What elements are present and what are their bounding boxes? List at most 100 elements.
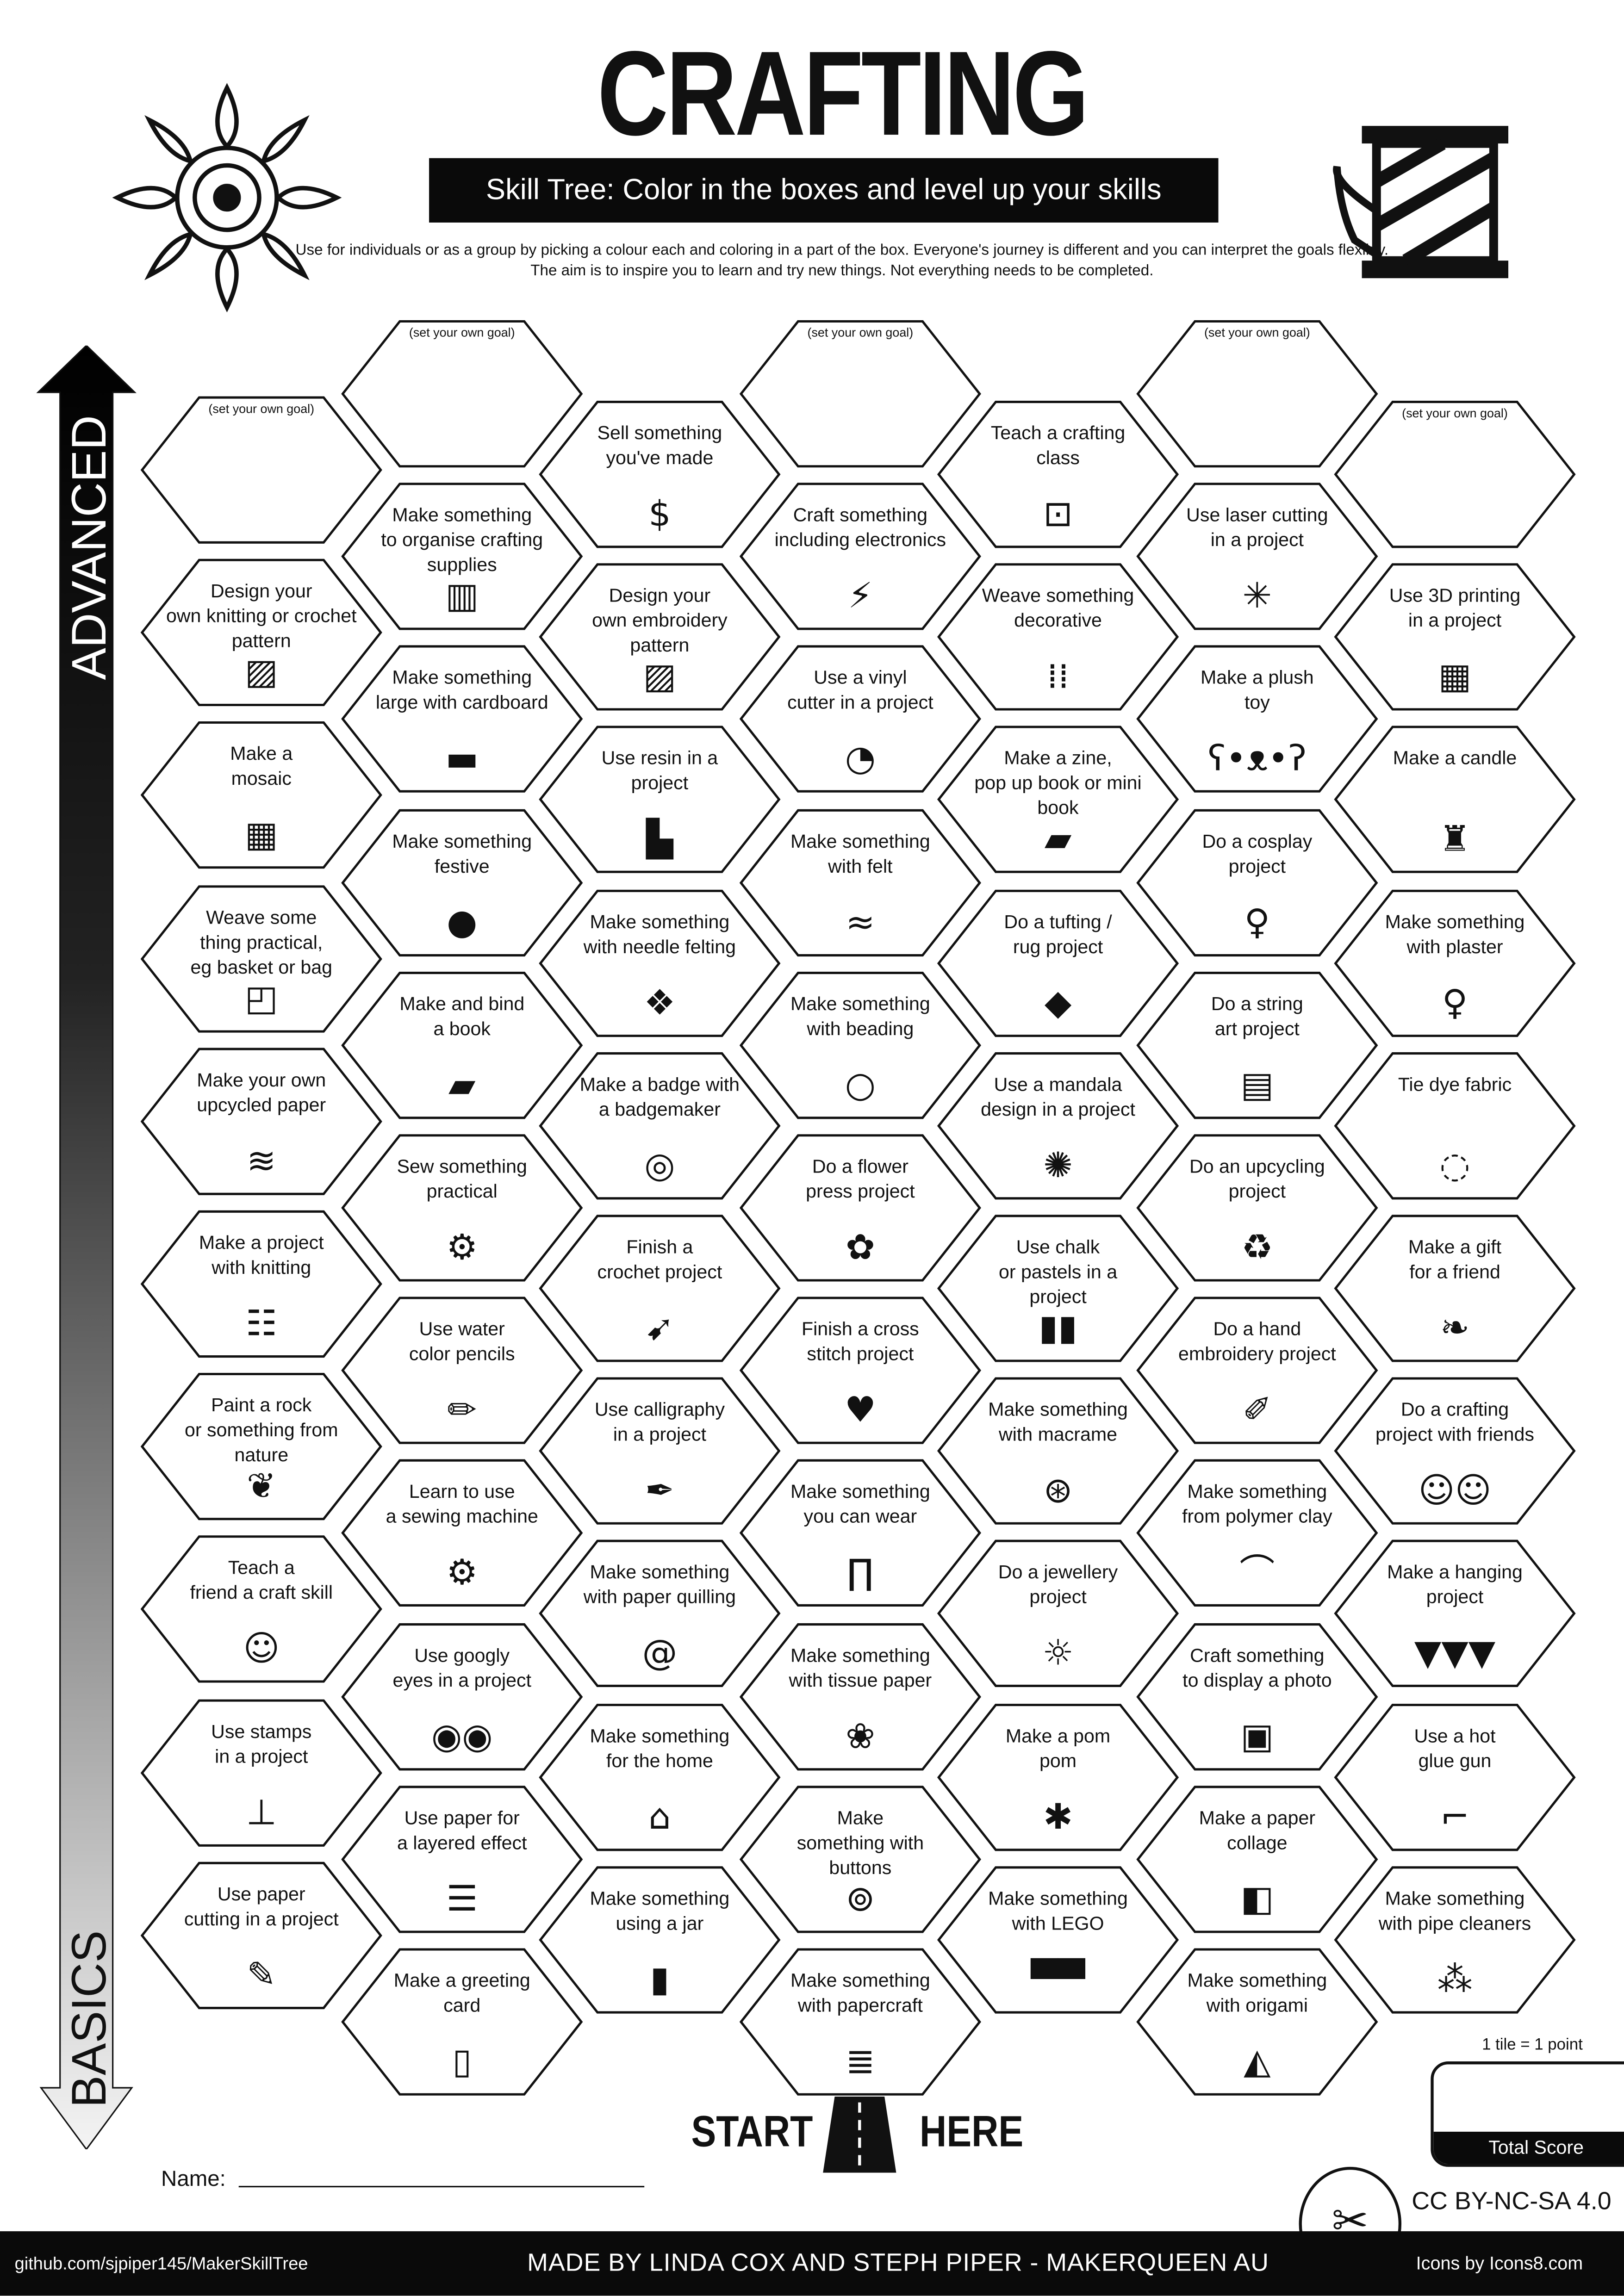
skill-tile[interactable]: Teach a crafting class ⊡ (937, 400, 1179, 549)
needle-icon: ✐ (1242, 1390, 1272, 1431)
custom-goal-tile[interactable]: (set your own goal) (1334, 400, 1576, 549)
skill-tile[interactable]: Make something with origami ◭ (1136, 1947, 1378, 2097)
skill-tile[interactable]: Make something with LEGO ▀▀ (937, 1865, 1179, 2014)
skill-tile[interactable]: Teach a friend a craft skill ☺ (140, 1535, 382, 1684)
tile-label: Make something with plaster (1385, 910, 1525, 957)
skill-tile[interactable]: Make something with pipe cleaners ⁂ (1334, 1865, 1576, 2014)
skill-tile[interactable]: Make a mosaic ▦ (140, 721, 382, 870)
skill-tile[interactable]: Use paper cutting in a project ✎ (140, 1861, 382, 2010)
picture-frame-icon: ▣ (1240, 1715, 1274, 1756)
cross-stitch-heart-icon: ♥ (844, 1390, 876, 1431)
custom-goal-tile[interactable]: (set your own goal) (739, 319, 981, 469)
skill-tile[interactable]: Make a plush toy ʕ•ᴥ•ʔ (1136, 645, 1378, 794)
skill-tile[interactable]: Make something with felt ≈ (739, 807, 981, 957)
skill-tile[interactable]: Use resin in a project ▙ (539, 725, 781, 875)
skill-tile[interactable]: Make something with beading ○ (739, 970, 981, 1120)
skill-tile[interactable]: Use chalk or pastels in a project ▮▮ (937, 1214, 1179, 1363)
tile-label: Use chalk or pastels in a project (999, 1235, 1118, 1308)
tile-label: Sell something you've made (597, 422, 722, 469)
skill-tile[interactable]: Use a hot glue gun ⌐ (1334, 1702, 1576, 1852)
tile-label: Make a pom pom (1005, 1724, 1111, 1771)
skill-tile[interactable]: Design your own embroidery pattern ▨ (539, 563, 781, 712)
skill-tile[interactable]: Make something festive ● (341, 807, 583, 957)
tile-label: Do a jewellery project (998, 1561, 1118, 1608)
skill-tile[interactable]: Do a cosplay project ♀ (1136, 807, 1378, 957)
skill-tile[interactable]: Make and bind a book ▰ (341, 970, 583, 1120)
skill-tile[interactable]: Use laser cutting in a project ✳ (1136, 482, 1378, 632)
skill-tile[interactable]: Do a jewellery project ☼ (937, 1539, 1179, 1689)
skill-tile[interactable]: Use 3D printing in a project ▦ (1334, 563, 1576, 712)
skill-tile[interactable]: Do a string art project ▤ (1136, 970, 1378, 1120)
skill-tile[interactable]: Make a candle ♜ (1334, 725, 1576, 875)
skill-tile[interactable]: Make something to organise crafting supp… (341, 482, 583, 632)
skill-tile[interactable]: Make something from polymer clay ⌒ (1136, 1459, 1378, 1608)
tile-label: Make a greeting card (393, 1969, 530, 2016)
skill-tile[interactable]: Finish a crochet project ➹ (539, 1214, 781, 1363)
skill-tile[interactable]: Make something with papercraft ≣ (739, 1947, 981, 2097)
github-link[interactable]: github.com/sjpiper145/MakerSkillTree (14, 2253, 308, 2274)
skill-tile[interactable]: Make a zine, pop up book or mini book ▰ (937, 725, 1179, 875)
skill-tile[interactable]: Make something with plaster ♀ (1334, 888, 1576, 1037)
skill-tile[interactable]: Make a greeting card ▯ (341, 1947, 583, 2097)
tile-label: Make a badge with a badgemaker (579, 1073, 740, 1120)
skill-tile[interactable]: Use a mandala design in a project ✺ (937, 1051, 1179, 1200)
skill-tile[interactable]: Make something with paper quilling @ (539, 1539, 781, 1689)
skill-tile[interactable]: Craft something including electronics ⚡ (739, 482, 981, 632)
ornament-icon: ● (447, 901, 478, 943)
skill-tile[interactable]: Paint a rock or something from nature ❦ (140, 1372, 382, 1521)
3d-printer-icon: ▦ (1438, 656, 1472, 697)
skill-tile[interactable]: Learn to use a sewing machine ⚙ (341, 1459, 583, 1608)
tile-label: Make something with beading (790, 992, 930, 1039)
skill-tile[interactable]: Make a hanging project ▼▼▼ (1334, 1539, 1576, 1689)
skill-tile[interactable]: Make something large with cardboard ▬ (341, 645, 583, 794)
skill-tile[interactable]: Use paper for a layered effect ☰ (341, 1784, 583, 1934)
skill-tile[interactable]: Make a badge with a badgemaker ◎ (539, 1051, 781, 1200)
skill-tile[interactable]: Make a gift for a friend ❧ (1334, 1214, 1576, 1363)
name-input-line[interactable] (238, 2186, 645, 2188)
skill-tile[interactable]: Do a hand embroidery project ✐ (1136, 1296, 1378, 1446)
skill-tile[interactable]: Make something using a jar ▮ (539, 1865, 781, 2014)
custom-goal-tile[interactable]: (set your own goal) (140, 395, 382, 545)
skill-tile[interactable]: Sew something practical ⚙ (341, 1133, 583, 1283)
skill-tile[interactable]: Use water color pencils ✏ (341, 1296, 583, 1446)
skill-tile[interactable]: Use stamps in a project ⊥ (140, 1698, 382, 1847)
skill-tile[interactable]: Make a pom pom ✱ (937, 1702, 1179, 1852)
necklace-icon: ☼ (1042, 1633, 1074, 1674)
skill-tile[interactable]: Make something for the home ⌂ (539, 1702, 781, 1852)
fountain-pen-icon: ✒ (645, 1470, 675, 1511)
teacher-board-icon: ⊡ (1043, 493, 1073, 534)
beads-icon: ○ (845, 1064, 876, 1105)
custom-goal-tile[interactable]: (set your own goal) (1136, 319, 1378, 469)
skill-tile[interactable]: Do a tufting / rug project ◆ (937, 888, 1179, 1037)
skill-tile[interactable]: Weave something decorative ⁞⁞ (937, 563, 1179, 712)
skill-tile[interactable]: Make something you can wear ∏ (739, 1459, 981, 1608)
skill-tile[interactable]: Make a paper collage ◧ (1136, 1784, 1378, 1934)
skill-tile[interactable]: Use googly eyes in a project ◉◉ (341, 1622, 583, 1771)
custom-goal-tile[interactable]: (set your own goal) (341, 319, 583, 469)
rug-icon: ◆ (1044, 981, 1072, 1023)
skill-tile[interactable]: Make something with buttons ⊚ (739, 1784, 981, 1934)
paper-stack-icon: ≣ (846, 2041, 875, 2082)
skill-tile[interactable]: Make something with tissue paper ❀ (739, 1622, 981, 1771)
skill-tile[interactable]: Use a vinyl cutter in a project ◔ (739, 645, 981, 794)
skill-tile[interactable]: Make something with needle felting ❖ (539, 888, 781, 1037)
skill-tile[interactable]: Make your own upcycled paper ≋ (140, 1047, 382, 1196)
skill-tile[interactable]: Use calligraphy in a project ✒ (539, 1377, 781, 1526)
skill-tile[interactable]: Make a project with knitting ☷ (140, 1210, 382, 1359)
skill-tile[interactable]: Do an upcycling project ♻ (1136, 1133, 1378, 1283)
mandala-icon (112, 83, 342, 313)
skill-tile[interactable]: Weave some thing practical, eg basket or… (140, 884, 382, 1033)
skill-tile[interactable]: Sell something you've made $ (539, 400, 781, 549)
skill-tile[interactable]: Finish a cross stitch project ♥ (739, 1296, 981, 1446)
skill-tile[interactable]: Tie dye fabric ◌ (1334, 1051, 1576, 1200)
skill-tile[interactable]: Do a crafting project with friends ☺☺ (1334, 1377, 1576, 1526)
tile-label: Make a paper collage (1199, 1806, 1316, 1854)
skill-tile[interactable]: Make something with macrame ⊛ (937, 1377, 1179, 1526)
craft-knife-icon: ✎ (246, 1954, 276, 1996)
tile-label: (set your own goal) (1204, 325, 1310, 340)
skill-tile[interactable]: Craft something to display a photo ▣ (1136, 1622, 1378, 1771)
skill-tile[interactable]: Do a flower press project ✿ (739, 1133, 981, 1283)
skill-tile[interactable]: Design your own knitting or crochet patt… (140, 558, 382, 707)
total-score-box[interactable]: Total Score (1431, 2061, 1624, 2167)
thread-spool-icon (1333, 126, 1509, 279)
